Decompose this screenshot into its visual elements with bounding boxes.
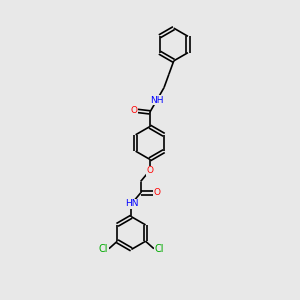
Text: HN: HN	[125, 200, 138, 208]
Text: O: O	[153, 188, 160, 197]
Text: NH: NH	[150, 95, 164, 104]
Text: O: O	[130, 106, 137, 116]
Text: O: O	[146, 166, 153, 175]
Text: Cl: Cl	[99, 244, 108, 254]
Text: Cl: Cl	[154, 244, 164, 254]
